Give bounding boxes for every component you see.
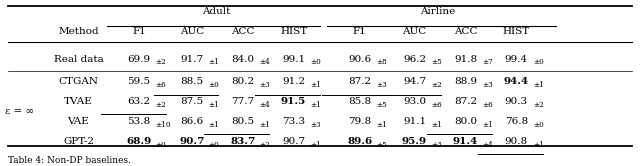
- Text: ACC: ACC: [454, 27, 477, 36]
- Text: ±1: ±1: [310, 81, 321, 89]
- Text: 90.7: 90.7: [282, 137, 305, 146]
- Text: 90.7: 90.7: [179, 137, 204, 146]
- Text: 86.6: 86.6: [180, 117, 204, 126]
- Text: ±1: ±1: [310, 141, 321, 149]
- Text: F1: F1: [353, 27, 367, 36]
- Text: ±1: ±1: [533, 141, 544, 149]
- Text: 68.9: 68.9: [126, 137, 152, 146]
- Text: ±0: ±0: [533, 121, 544, 128]
- Text: TVAE: TVAE: [64, 97, 93, 106]
- Text: ±1: ±1: [208, 121, 219, 128]
- Text: 94.7: 94.7: [403, 77, 426, 86]
- Text: 80.0: 80.0: [454, 117, 477, 126]
- Text: 91.4: 91.4: [453, 137, 478, 146]
- Text: 99.1: 99.1: [282, 54, 305, 64]
- Text: ±10: ±10: [156, 121, 171, 128]
- Text: 59.5: 59.5: [127, 77, 150, 86]
- Text: 83.7: 83.7: [230, 137, 255, 146]
- Text: ±5: ±5: [431, 58, 442, 66]
- Text: ±4: ±4: [259, 58, 270, 66]
- Text: 87.5: 87.5: [180, 97, 204, 106]
- Text: AUC: AUC: [403, 27, 427, 36]
- Text: 96.2: 96.2: [403, 54, 426, 64]
- Text: 90.3: 90.3: [505, 97, 528, 106]
- Text: F1: F1: [132, 27, 146, 36]
- Text: ±7: ±7: [482, 58, 493, 66]
- Text: VAE: VAE: [68, 117, 90, 126]
- Text: 76.8: 76.8: [505, 117, 528, 126]
- Text: ±2: ±2: [259, 141, 270, 149]
- Text: 80.5: 80.5: [231, 117, 254, 126]
- Text: ±1: ±1: [533, 81, 544, 89]
- Text: ±5: ±5: [376, 101, 387, 109]
- Text: ±0: ±0: [208, 141, 219, 149]
- Text: 85.8: 85.8: [348, 97, 371, 106]
- Text: ±2: ±2: [156, 101, 166, 109]
- Text: ±0: ±0: [208, 81, 219, 89]
- Text: 91.5: 91.5: [281, 97, 306, 106]
- Text: 80.2: 80.2: [231, 77, 254, 86]
- Text: Method: Method: [58, 27, 99, 36]
- Text: ACC: ACC: [231, 27, 255, 36]
- Text: 91.8: 91.8: [454, 54, 477, 64]
- Text: 79.8: 79.8: [348, 117, 371, 126]
- Text: 87.2: 87.2: [348, 77, 371, 86]
- Text: ±3: ±3: [482, 81, 493, 89]
- Text: ±3: ±3: [310, 121, 321, 128]
- Text: ε = ∞: ε = ∞: [5, 107, 35, 116]
- Text: ±1: ±1: [376, 121, 387, 128]
- Text: 91.7: 91.7: [180, 54, 204, 64]
- Text: 88.9: 88.9: [454, 77, 477, 86]
- Text: ±3: ±3: [431, 141, 442, 149]
- Text: Airline: Airline: [420, 7, 456, 16]
- Text: 99.4: 99.4: [505, 54, 528, 64]
- Text: ±0: ±0: [156, 141, 166, 149]
- Text: ±6: ±6: [431, 101, 442, 109]
- Text: 69.9: 69.9: [127, 54, 150, 64]
- Text: Adult: Adult: [202, 7, 230, 16]
- Text: Real data: Real data: [54, 54, 103, 64]
- Text: Table 4: Non-DP baselines.: Table 4: Non-DP baselines.: [8, 156, 131, 165]
- Text: ±3: ±3: [259, 81, 270, 89]
- Text: ±4: ±4: [482, 141, 493, 149]
- Text: ±1: ±1: [482, 121, 493, 128]
- Text: 89.6: 89.6: [347, 137, 372, 146]
- Text: ±2: ±2: [431, 81, 442, 89]
- Text: GPT-2: GPT-2: [63, 137, 94, 146]
- Text: ±1: ±1: [310, 101, 321, 109]
- Text: ±0: ±0: [533, 58, 544, 66]
- Text: ±5: ±5: [376, 141, 387, 149]
- Text: 84.0: 84.0: [231, 54, 254, 64]
- Text: ±1: ±1: [259, 121, 270, 128]
- Text: ±6: ±6: [482, 101, 493, 109]
- Text: 77.7: 77.7: [231, 97, 254, 106]
- Text: 93.0: 93.0: [403, 97, 426, 106]
- Text: 91.2: 91.2: [282, 77, 305, 86]
- Text: ±4: ±4: [259, 101, 270, 109]
- Text: 73.3: 73.3: [282, 117, 305, 126]
- Text: ±0: ±0: [310, 58, 321, 66]
- Text: CTGAN: CTGAN: [58, 77, 99, 86]
- Text: ±2: ±2: [156, 58, 166, 66]
- Text: ±1: ±1: [431, 121, 442, 128]
- Text: ±1: ±1: [208, 58, 219, 66]
- Text: 53.8: 53.8: [127, 117, 150, 126]
- Text: ±6: ±6: [156, 81, 166, 89]
- Text: 63.2: 63.2: [127, 97, 150, 106]
- Text: 87.2: 87.2: [454, 97, 477, 106]
- Text: HIST: HIST: [503, 27, 530, 36]
- Text: 95.9: 95.9: [402, 137, 427, 146]
- Text: ±1: ±1: [208, 101, 219, 109]
- Text: 94.4: 94.4: [504, 77, 529, 86]
- Text: AUC: AUC: [180, 27, 204, 36]
- Text: 88.5: 88.5: [180, 77, 204, 86]
- Text: ±2: ±2: [533, 101, 544, 109]
- Text: 90.6: 90.6: [348, 54, 371, 64]
- Text: HIST: HIST: [280, 27, 307, 36]
- Text: ±8: ±8: [376, 58, 387, 66]
- Text: 90.8: 90.8: [505, 137, 528, 146]
- Text: 91.1: 91.1: [403, 117, 426, 126]
- Text: ±3: ±3: [376, 81, 387, 89]
